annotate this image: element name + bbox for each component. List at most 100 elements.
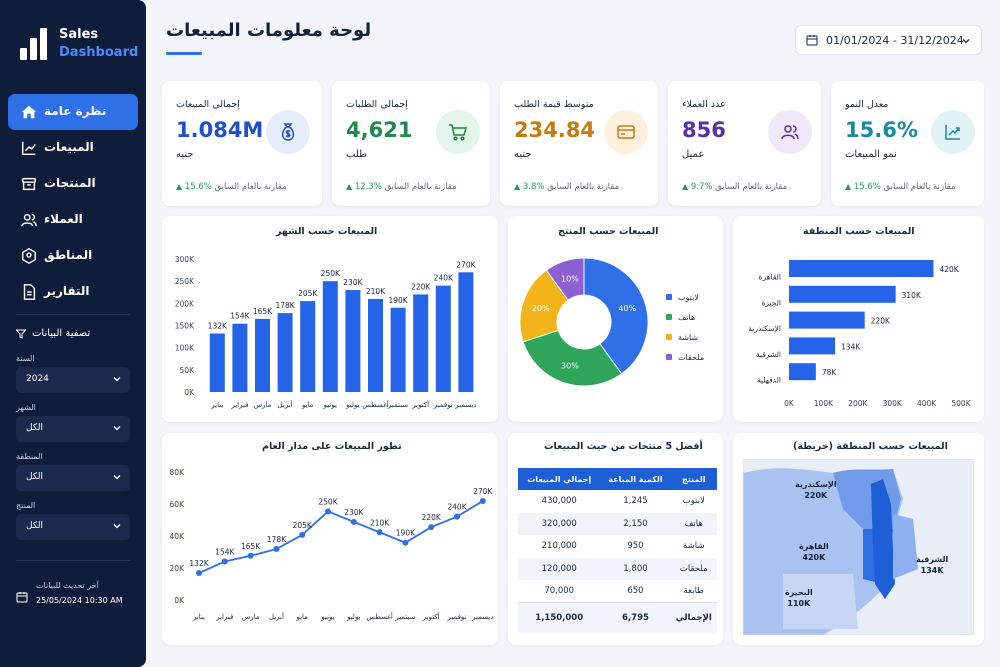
data-label: 178K [275, 301, 295, 310]
pie-slice-2 [522, 329, 623, 387]
x-tick-label: 300K [883, 399, 903, 408]
sidebar-divider [16, 314, 130, 315]
table-row[interactable]: 430,000 1,245 لابتوب [518, 490, 717, 513]
table-row[interactable]: 120,000 1,800 ملحقات [518, 557, 717, 580]
kpi-compare: ▲ 15.6% مقارنة بالعام السابق [845, 182, 956, 192]
data-label: 240K [447, 503, 467, 512]
region-select-value: الكل [26, 472, 44, 482]
chart-title: المبيعات حسب الشهر [276, 226, 378, 237]
x-tick-label: 400K [917, 399, 937, 408]
table-cell: شاشة [683, 541, 705, 552]
y-tick-label: 250K [175, 277, 195, 286]
y-tick-label: 50K [180, 366, 196, 375]
x-tick-label: سبتمبر [387, 401, 408, 409]
map-label-cairo: القاهرة 420K [799, 542, 829, 562]
product-select[interactable]: الكل [16, 514, 130, 540]
last-update-value: 25/05/2024 10:30 AM [36, 596, 123, 605]
sidebar-item-customers[interactable]: العملاء [8, 202, 138, 238]
bar-4 [789, 337, 836, 355]
data-label: 190K [396, 529, 416, 538]
date-range-picker[interactable]: 01/01/2024 - 31/12/2024 [795, 25, 982, 55]
kpi-value: 234.84 [514, 118, 596, 142]
table-cell: 120,000 [518, 557, 601, 580]
kpi-icon-circle [768, 110, 812, 154]
y-tick-label: الجيزة [761, 298, 781, 307]
kpi-card-growth-rate[interactable]: معدل النمو 15.6% نمو المبيعات ▲ 15.6% مق… [831, 81, 984, 206]
sidebar-item-overview[interactable]: نظرة عامة [8, 94, 138, 130]
box-icon [21, 177, 37, 191]
x-tick-label: فبراير [215, 613, 233, 621]
y-tick-label: 80K [170, 468, 186, 477]
table-header[interactable]: إجمالي المبيعات [518, 468, 601, 490]
chart-title: المبيعات حسب المنتج [558, 226, 659, 237]
product-select-value: الكل [26, 521, 44, 531]
filter-label-month: الشهر [16, 403, 36, 412]
x-tick-label: 500K [951, 399, 971, 408]
data-label: 210K [370, 518, 390, 527]
sidebar-item-sales[interactable]: المبيعات [8, 130, 138, 166]
table-row[interactable]: 70,000 650 طابعة [518, 580, 717, 603]
y-tick-label: الإسكندرية [748, 324, 781, 333]
sidebar-item-label: المنتجات [44, 176, 96, 190]
y-tick-label: القاهرة [759, 273, 781, 282]
point-10 [428, 524, 435, 531]
table-header[interactable]: المنتج [670, 468, 717, 490]
y-tick-label: 60K [170, 500, 186, 509]
pie-slice-3 [519, 269, 569, 343]
legend-swatch [666, 334, 672, 340]
kpi-unit: عميل [682, 149, 705, 160]
calendar-icon [806, 35, 818, 46]
slice-label: 30% [561, 361, 579, 370]
table-header[interactable]: الكمية المباعة [600, 468, 671, 490]
sidebar-item-regions[interactable]: المناطق [8, 238, 138, 274]
kpi-unit: طلب [346, 149, 368, 160]
x-tick-label: نوفمبر [433, 401, 453, 409]
table-cell: ملحقات [670, 557, 717, 580]
kpi-compare: ▲ 12.3% مقارنة بالعام السابق [346, 182, 457, 192]
point-9 [402, 539, 409, 546]
sidebar: Sales Dashboard نظرة عامة المبيعات المنت… [0, 0, 146, 667]
table-cell: 210,000 [541, 541, 577, 552]
kpi-card-total-sales[interactable]: إجمالي المبيعات 1.084M جنيه ▲ 15.6% مقار… [162, 81, 322, 206]
trend-up-icon [945, 125, 960, 140]
point-12 [479, 498, 486, 504]
table-cell: 6,795 [600, 602, 671, 633]
bar-5 [789, 363, 816, 381]
pie-slice-4 [545, 257, 585, 301]
point-2 [221, 558, 228, 565]
product-sales-chart: المبيعات حسب المنتج 40% 30% 20% 10% لابتوب ها… [508, 216, 723, 422]
region-map[interactable] [743, 459, 974, 635]
table-cell: 1,245 [623, 496, 648, 507]
brand-logo[interactable]: Sales Dashboard [20, 26, 138, 62]
kpi-card-avg-order[interactable]: متوسط قيمة الطلب 234.84 جنيه ▲ 3.8% مقار… [500, 81, 658, 206]
bar-2 [232, 323, 248, 392]
y-tick-label: الشرقية [756, 350, 781, 359]
sidebar-item-products[interactable]: المنتجات [8, 166, 138, 202]
product-sales-svg: 40% 30% 20% 10% لابتوب هاتف شاشة ملحقات [519, 257, 704, 387]
sidebar-item-reports[interactable]: التقارير [8, 274, 138, 310]
kpi-card-customers[interactable]: عدد العملاء 856 عميل ▲ 9.7% مقارنة بالعا… [668, 81, 821, 206]
data-label: 220K [422, 513, 442, 522]
data-label: 190K [388, 296, 408, 305]
filter-icon [16, 329, 26, 339]
brand-line-2: Dashboard [59, 45, 139, 60]
kpi-icon-circle [436, 110, 480, 154]
top-products-table: إجمالي المبيعات الكمية المباعة المنتج 43… [518, 468, 717, 633]
table-row[interactable]: 210,000 950 شاشة [518, 535, 717, 558]
filter-title-text: تصفية البيانات [32, 328, 91, 339]
x-tick-label: 100K [814, 399, 834, 408]
table-row[interactable]: 320,000 2,150 هاتف [518, 512, 717, 535]
kpi-card-total-orders[interactable]: إجمالي الطلبات 4,621 طلب ▲ 12.3% مقارنة … [332, 81, 490, 206]
x-tick-label: 200K [848, 399, 868, 408]
region-select[interactable]: الكل [16, 465, 130, 491]
year-select[interactable]: 2024 [16, 367, 130, 393]
month-select[interactable]: الكل [16, 416, 130, 442]
y-tick-label: 0K [184, 388, 195, 397]
x-tick-label: أكتوبر [411, 400, 429, 409]
map-region-sharqia [893, 514, 918, 579]
data-label: 205K [298, 289, 318, 298]
x-tick-label: يوليو [346, 613, 360, 621]
legend-label: هاتف [678, 313, 695, 322]
y-tick-label: 40K [170, 532, 186, 541]
chart-icon [21, 141, 36, 156]
